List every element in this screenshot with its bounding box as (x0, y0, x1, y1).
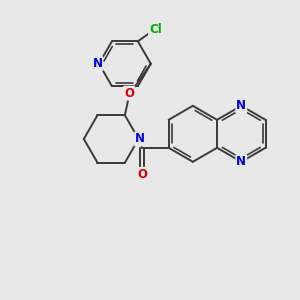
Text: N: N (92, 57, 103, 70)
Text: N: N (135, 133, 145, 146)
Text: N: N (236, 99, 246, 112)
Text: N: N (236, 155, 246, 168)
Text: Cl: Cl (149, 23, 162, 36)
Text: O: O (124, 87, 134, 100)
Text: O: O (137, 168, 147, 181)
